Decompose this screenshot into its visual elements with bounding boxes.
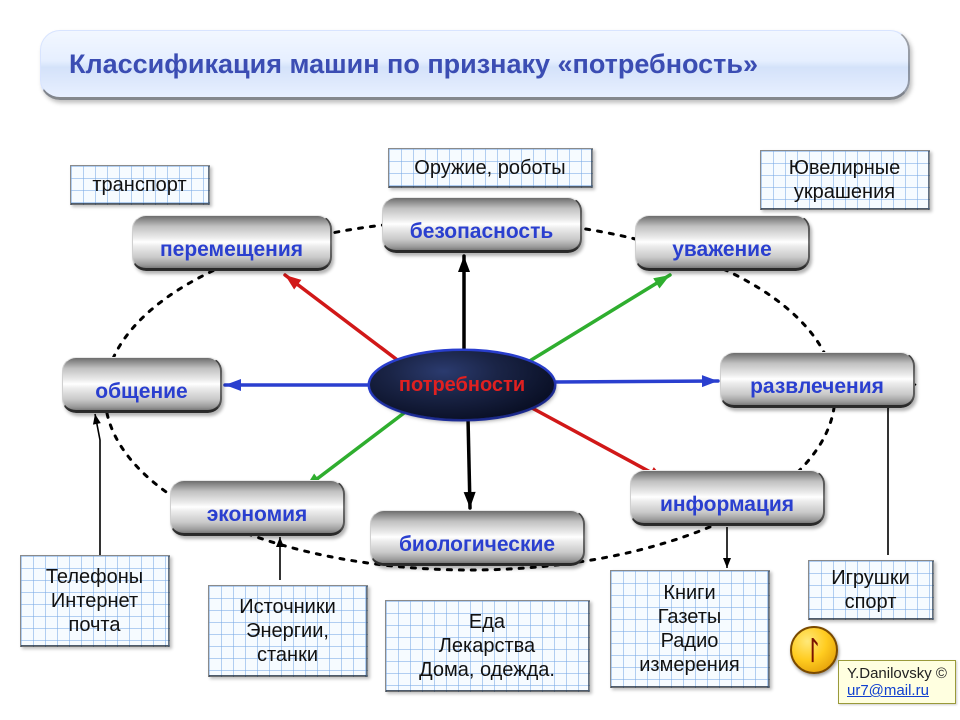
category-biology: биологические xyxy=(370,510,585,566)
note-text: Телефоны Интернет почта xyxy=(46,565,143,637)
note-text: Книги Газеты Радио измерения xyxy=(639,581,740,677)
note-text: Еда Лекарства Дома, одежда. xyxy=(419,610,555,682)
category-label: общение xyxy=(95,380,187,404)
note-n-toys: Игрушки спорт xyxy=(808,560,934,620)
category-information: информация xyxy=(630,470,825,526)
note-n-food: Еда Лекарства Дома, одежда. xyxy=(385,600,590,692)
note-n-transport: транспорт xyxy=(70,165,210,205)
note-text: Ювелирные украшения xyxy=(789,156,901,204)
category-entertainment: развлечения xyxy=(720,352,915,408)
note-n-energy: Источники Энергии, станки xyxy=(208,585,368,677)
note-n-weapons: Оружие, роботы xyxy=(388,148,593,188)
category-label: развлечения xyxy=(750,375,884,399)
category-label: информация xyxy=(660,493,794,517)
title-text: Классификация машин по признаку «потребн… xyxy=(69,49,758,80)
title-plaque: Классификация машин по признаку «потребн… xyxy=(40,30,910,100)
credit-email[interactable]: ur7@mail.ru xyxy=(847,682,929,699)
note-text: транспорт xyxy=(92,173,186,197)
note-text: Игрушки спорт xyxy=(831,566,910,614)
category-economy: экономия xyxy=(170,480,345,536)
note-n-jewelry: Ювелирные украшения xyxy=(760,150,930,210)
rune-badge: ᛚ xyxy=(790,626,838,674)
category-movement: перемещения xyxy=(132,215,332,271)
category-label: уважение xyxy=(672,238,772,262)
category-label: перемещения xyxy=(160,238,303,262)
note-n-books: Книги Газеты Радио измерения xyxy=(610,570,770,688)
note-text: Оружие, роботы xyxy=(414,156,565,180)
category-communication: общение xyxy=(62,357,222,413)
category-label: безопасность xyxy=(410,220,554,244)
credit-name: Y.Danilovsky © xyxy=(847,665,947,682)
category-label: экономия xyxy=(207,503,308,527)
rune-glyph: ᛚ xyxy=(806,635,822,666)
category-safety: безопасность xyxy=(382,197,582,253)
note-n-phones: Телефоны Интернет почта xyxy=(20,555,170,647)
hub-label: потребности xyxy=(399,374,525,397)
category-label: биологические xyxy=(399,533,555,557)
category-respect: уважение xyxy=(635,215,810,271)
credit-box: Y.Danilovsky © ur7@mail.ru xyxy=(838,660,956,704)
hub: потребности xyxy=(370,351,554,419)
note-text: Источники Энергии, станки xyxy=(239,595,336,667)
diagram-stage: { "canvas": { "width": 960, "height": 72… xyxy=(0,0,960,720)
